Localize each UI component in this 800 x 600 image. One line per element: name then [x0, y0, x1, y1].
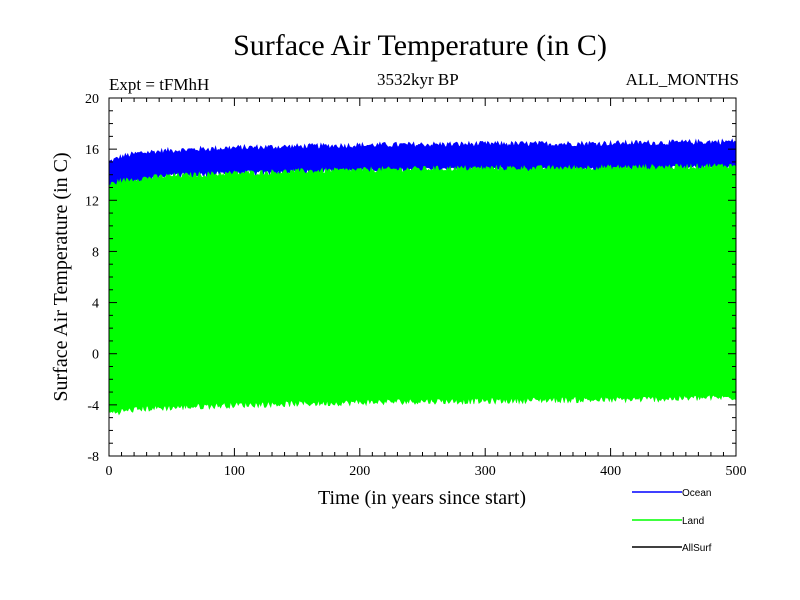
legend-label-land: Land [682, 516, 704, 527]
y-tick-label: 4 [92, 297, 99, 312]
y-tick-label: 8 [92, 245, 99, 260]
legend: Ocean Land AllSurf [632, 488, 712, 554]
series-band-land [108, 163, 737, 416]
legend-label-ocean: Ocean [682, 488, 711, 499]
y-tick-label: 0 [92, 348, 99, 363]
chart-title: Surface Air Temperature (in C) [233, 29, 607, 62]
x-tick-label: 100 [224, 464, 245, 479]
months-label: ALL_MONTHS [625, 70, 739, 89]
x-axis-label: Time (in years since start) [317, 487, 527, 509]
period-label: 3532kyr BP [377, 70, 459, 89]
y-tick-label: -4 [87, 399, 99, 414]
legend-label-allsurf: AllSurf [682, 543, 712, 554]
y-tick-label: 20 [85, 92, 99, 107]
y-axis-label: Surface Air Temperature (in C) [50, 152, 72, 402]
x-tick-label: 0 [106, 464, 113, 479]
y-tick-label: -8 [87, 450, 99, 465]
y-tick-label: 16 [85, 143, 99, 158]
x-tick-label: 500 [726, 464, 747, 479]
ticks-layer: 0 100 200 300 400 500 -8 -4 0 4 8 12 16 20 [85, 92, 747, 479]
x-tick-label: 400 [600, 464, 621, 479]
y-tick-label: 12 [85, 194, 99, 209]
experiment-label: Expt = tFMhH [109, 75, 210, 94]
series-layer [108, 138, 737, 416]
x-tick-label: 300 [475, 464, 496, 479]
x-tick-label: 200 [349, 464, 370, 479]
